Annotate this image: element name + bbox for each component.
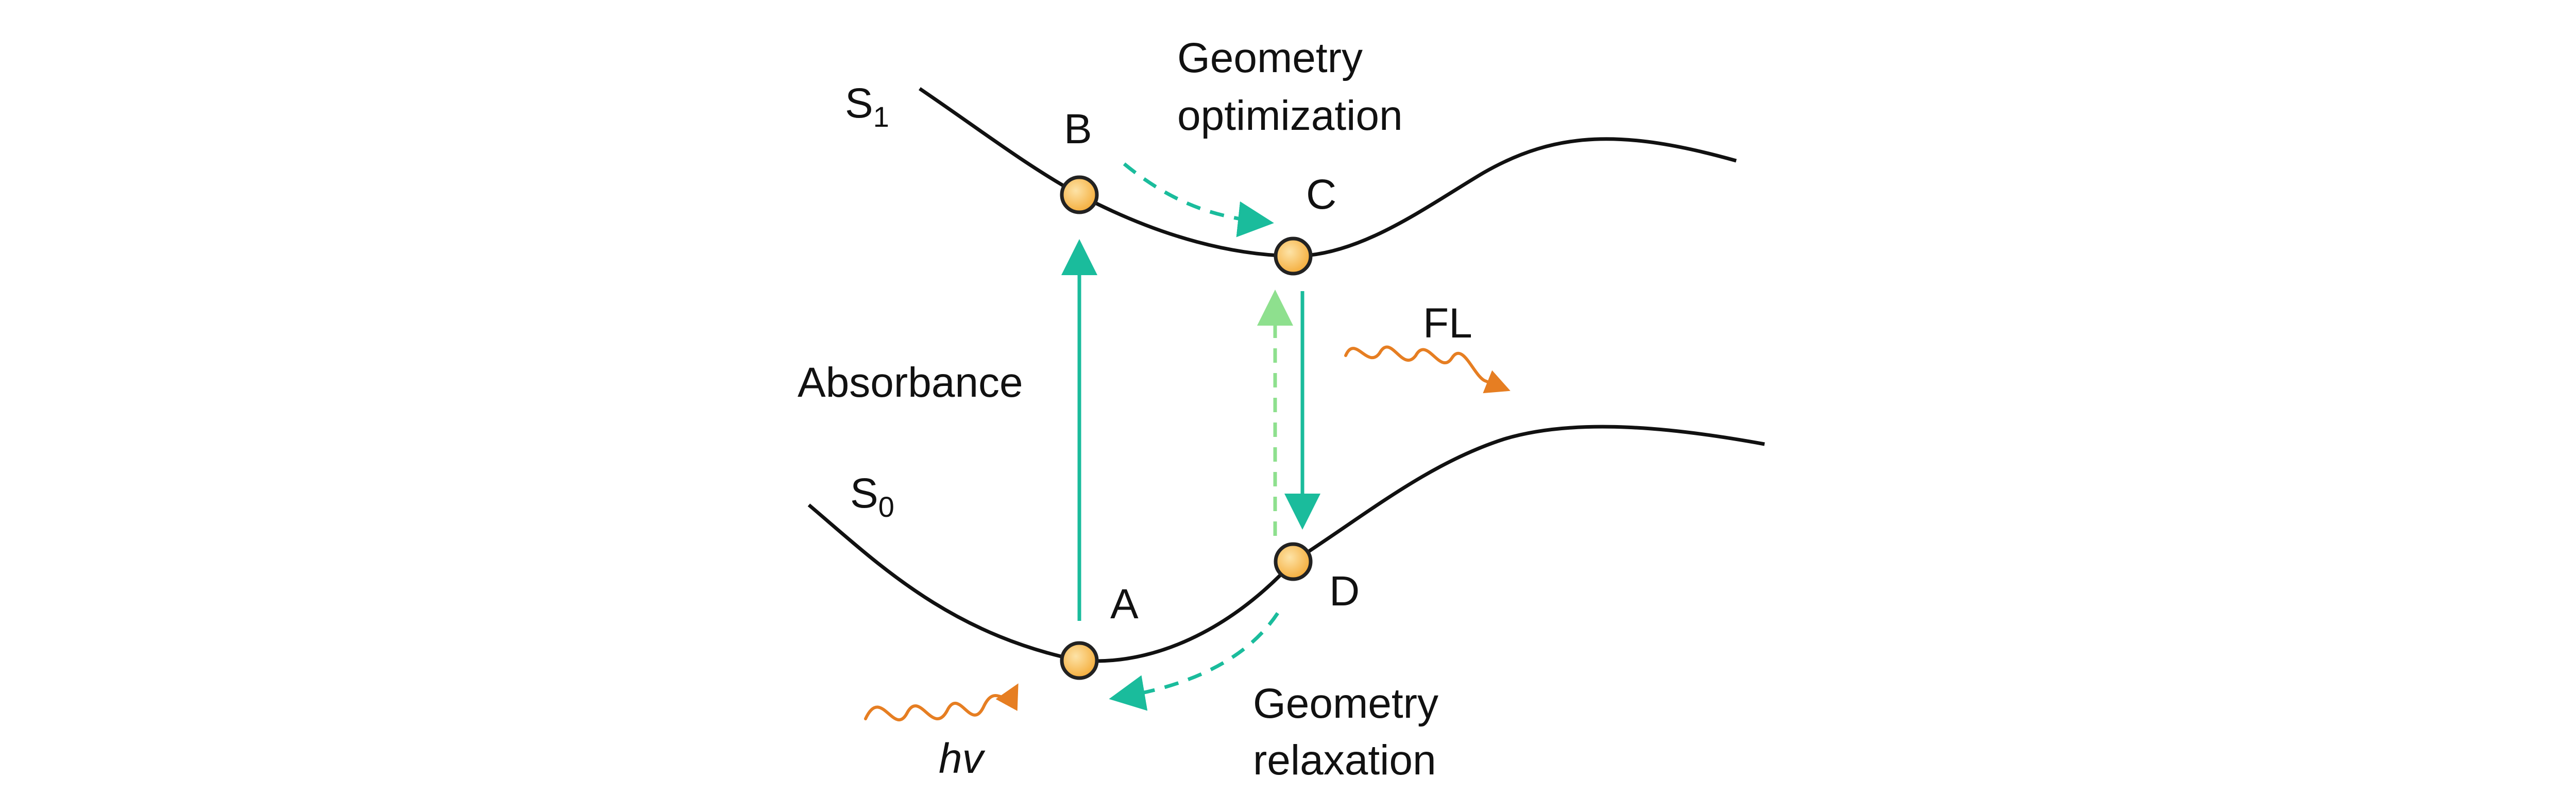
- s1-label: S1: [845, 80, 889, 133]
- s0-letter: S: [850, 470, 878, 517]
- hv-wave-icon: [864, 683, 1019, 722]
- s1-index: 1: [873, 100, 889, 133]
- fl-wave-icon: [1344, 345, 1511, 394]
- point-a-label: A: [1110, 581, 1139, 628]
- hv-label: hv: [939, 735, 986, 782]
- point-d-label: D: [1329, 568, 1360, 615]
- geometry-optimization-arrow: [1123, 162, 1274, 238]
- node-c: [1274, 236, 1313, 276]
- node-d: [1274, 542, 1313, 581]
- s0-index: 0: [878, 491, 894, 523]
- absorbance-label: Absorbance: [798, 359, 1023, 406]
- node-b: [1060, 175, 1099, 214]
- geometry-optimization-line2: optimization: [1177, 92, 1403, 139]
- s0-label: S0: [850, 470, 894, 523]
- fl-label: FL: [1423, 300, 1472, 347]
- geometry-relaxation-arrow: [1109, 612, 1279, 711]
- geometry-relaxation-line2: relaxation: [1253, 737, 1436, 784]
- point-b-label: B: [1064, 106, 1092, 153]
- point-c-label: C: [1306, 171, 1336, 218]
- geometry-relaxation-line1: Geometry: [1253, 680, 1438, 727]
- s1-letter: S: [845, 80, 873, 127]
- geometry-optimization-line1: Geometry: [1177, 35, 1363, 81]
- node-a: [1060, 641, 1099, 680]
